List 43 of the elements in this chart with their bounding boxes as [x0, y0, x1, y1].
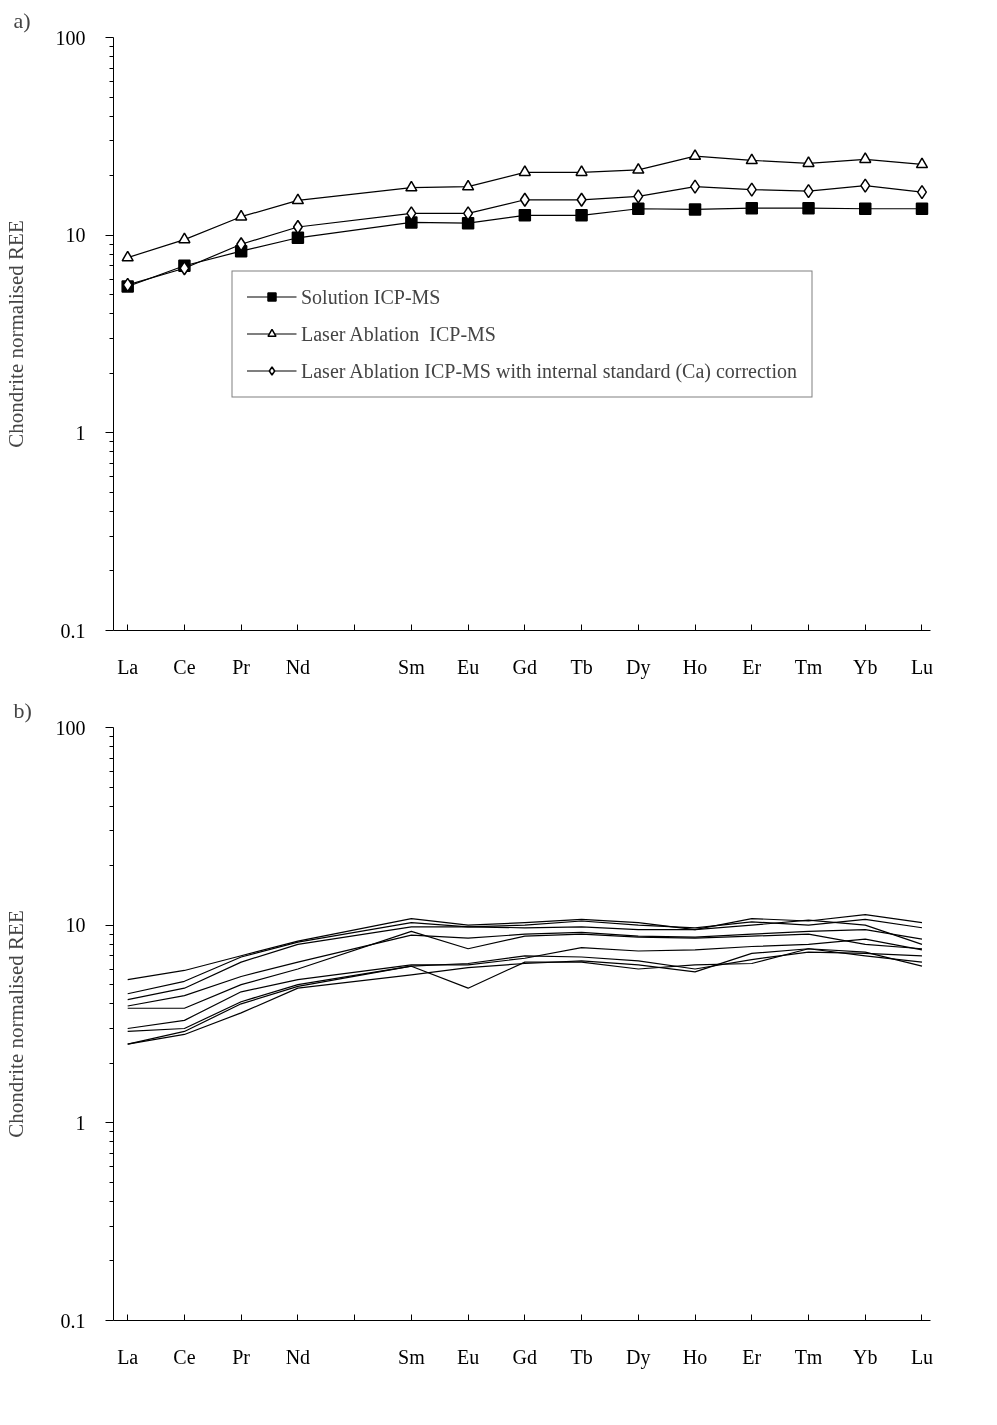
x-tick-label: Eu: [456, 1345, 480, 1368]
x-tick-label: Sm: [398, 1345, 426, 1368]
x-tick-label: Gd: [512, 1345, 538, 1368]
text: b): [13, 697, 32, 723]
x-tick-label: La: [117, 1345, 139, 1368]
x-tick-label: Yb: [853, 655, 878, 678]
x-tick-label: Ho: [682, 1345, 708, 1368]
x-tick-label: Sm: [398, 655, 426, 678]
x-tick-label: Lu: [910, 655, 934, 678]
y-tick-label: 100: [55, 716, 86, 739]
x-tick-label: Er: [742, 655, 762, 678]
x-tick-label: Nd: [285, 1345, 311, 1368]
x-tick-label: Nd: [285, 655, 311, 678]
y-tick-label: 100: [55, 26, 86, 49]
x-tick-label: Tm: [794, 655, 823, 678]
x-tick-label: Lu: [910, 1345, 934, 1368]
y-tick-label: 10: [65, 914, 86, 937]
x-tick-label: Eu: [456, 655, 480, 678]
x-tick-label: La: [117, 655, 139, 678]
x-tick-label: Pr: [232, 655, 251, 678]
legend-label: Solution ICP-MS: [301, 285, 441, 308]
text: a): [13, 7, 31, 33]
y-tick-label: 10: [65, 224, 86, 247]
x-tick-label: Ce: [173, 1345, 196, 1368]
y-axis-title: Chondrite normalised REE: [3, 220, 28, 448]
legend-label: Laser Ablation ICP-MS with internal standard (Ca) correction: [301, 359, 797, 382]
x-tick-label: Er: [742, 1345, 762, 1368]
y-axis-title: Chondrite normalised REE: [3, 910, 28, 1138]
x-tick-label: Tm: [794, 1345, 823, 1368]
x-tick-label: Ce: [173, 655, 196, 678]
y-tick-label: 0.1: [60, 619, 86, 642]
x-tick-label: Dy: [626, 1345, 651, 1369]
x-tick-label: Dy: [626, 655, 651, 679]
y-tick-label: 1: [75, 421, 86, 444]
x-tick-label: Gd: [512, 655, 538, 678]
y-tick-label: 1: [75, 1111, 86, 1134]
y-tick-label: 0.1: [60, 1309, 86, 1332]
x-tick-label: Ho: [682, 655, 708, 678]
x-tick-label: Tb: [570, 1345, 593, 1368]
x-tick-label: Yb: [853, 1345, 878, 1368]
x-tick-label: Tb: [570, 655, 593, 678]
x-tick-label: Pr: [232, 1345, 251, 1368]
legend-label: Laser Ablation ICP-MS: [301, 322, 496, 345]
